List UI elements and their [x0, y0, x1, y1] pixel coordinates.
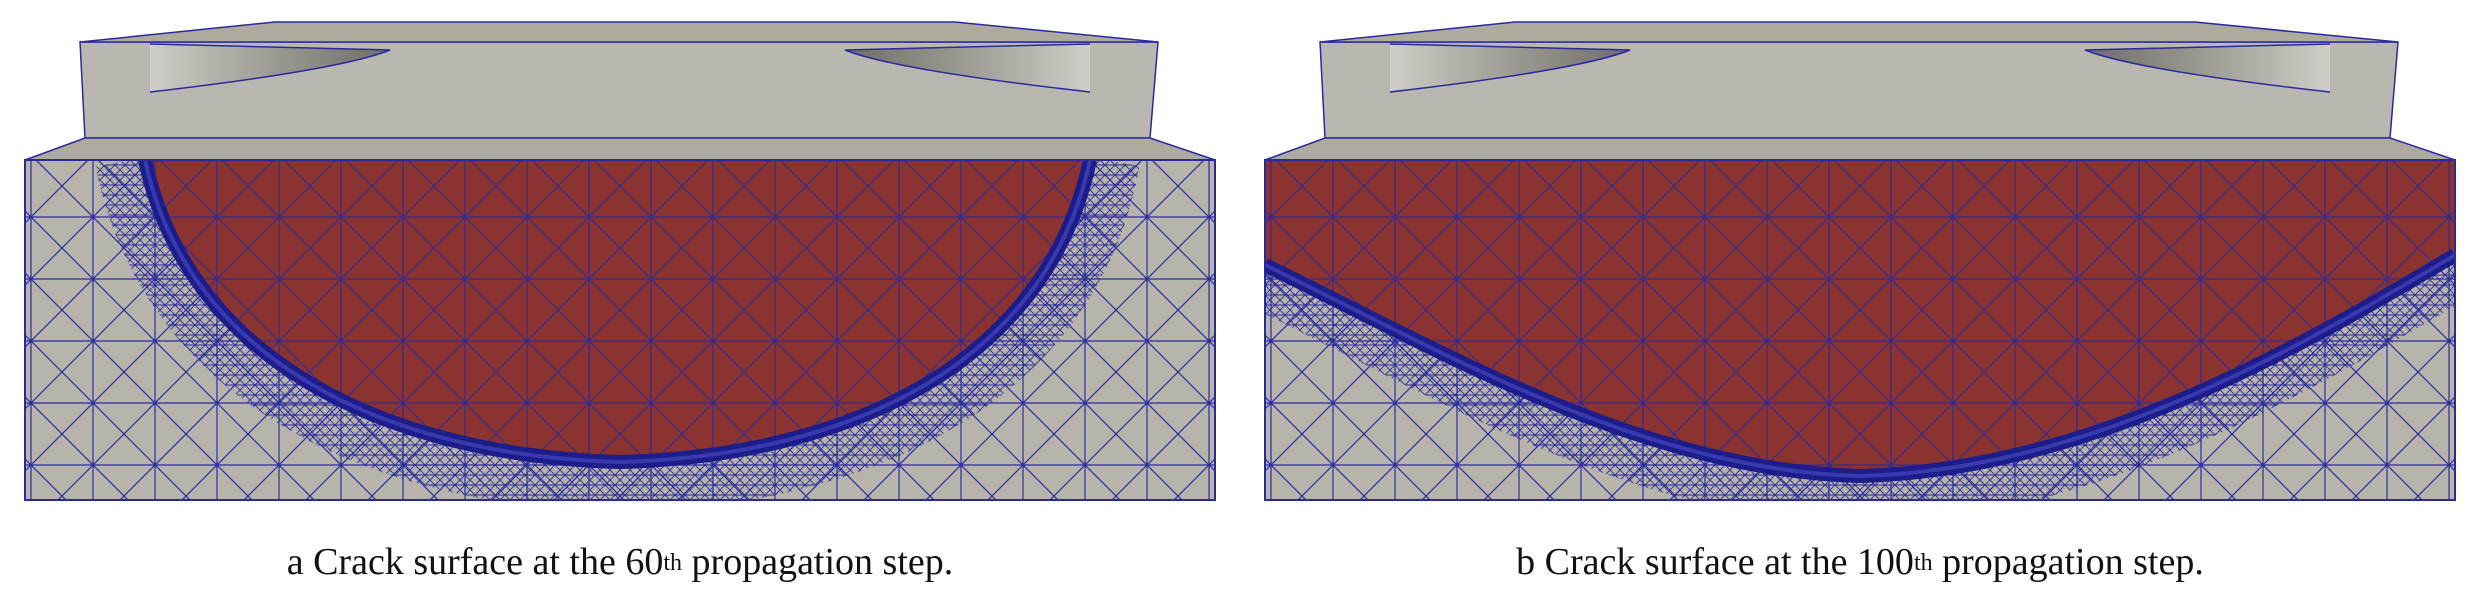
- slab-outline: [24, 159, 1216, 501]
- slab-front-mesh: [25, 160, 1215, 500]
- slab-outline: [1264, 159, 2456, 501]
- caption-b: b Crack surface at the 100th propagation…: [1516, 541, 2204, 583]
- top-block: [79, 21, 1159, 139]
- caption-a: a Crack surface at the 60th propagation …: [286, 541, 954, 583]
- specimen-100-render: [1264, 21, 2456, 501]
- slab-top-face: [24, 137, 1216, 161]
- slab-top-face: [1264, 137, 2456, 161]
- slab-front-mesh: [1265, 160, 2455, 500]
- specimen-60-render: [24, 21, 1216, 501]
- top-block: [1319, 21, 2399, 139]
- panel-b: b Crack surface at the 100th propagation…: [1240, 0, 2480, 608]
- panel-a: a Crack surface at the 60th propagation …: [24, 21, 1216, 583]
